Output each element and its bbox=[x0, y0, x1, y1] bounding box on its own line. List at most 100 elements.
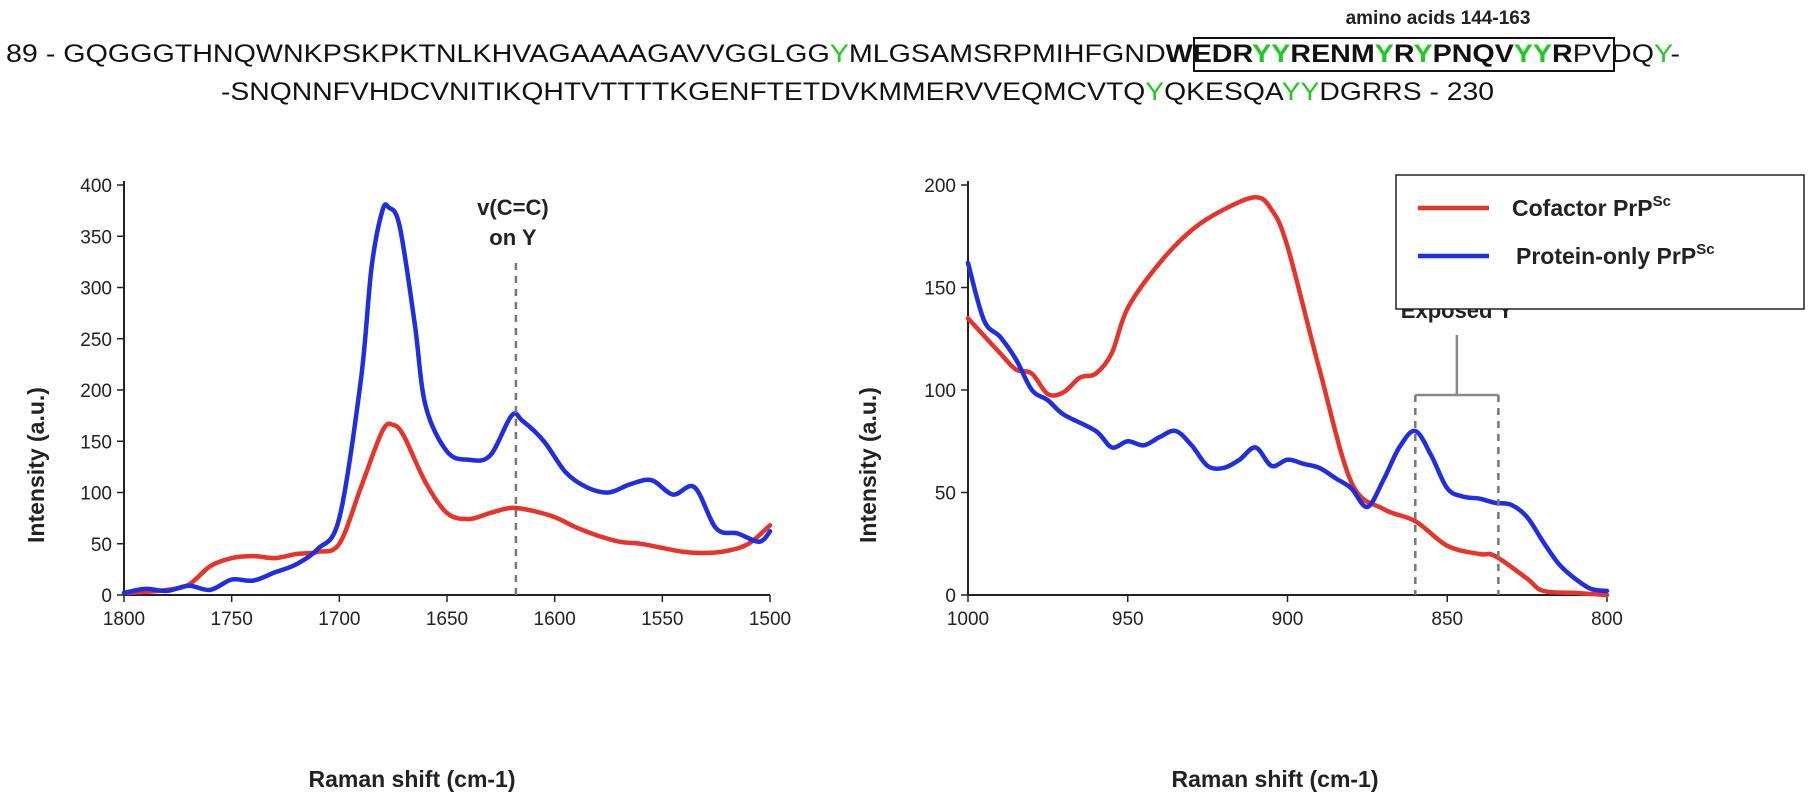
residue: V bbox=[1495, 40, 1514, 68]
sequence-line-1: 89 - G Q G G G TH N Q W N KPSKPKTN LKH VAG AAAAG AVVG G… bbox=[6, 40, 1680, 68]
residue: H bbox=[543, 78, 563, 106]
residue: M bbox=[949, 40, 973, 68]
residue: - bbox=[1670, 40, 1680, 68]
right-series-group bbox=[965, 195, 1610, 598]
residue: N bbox=[1330, 40, 1351, 68]
residue: R bbox=[1290, 40, 1311, 68]
residue: Q bbox=[1632, 40, 1654, 68]
right-y-tick-label: 0 bbox=[945, 586, 956, 607]
sequence-line-2-text: -SNQ NNFVHDCVNITIKQ HTVTTTTKG ENFTETDVKM M ER… bbox=[221, 78, 1422, 106]
residue: T bbox=[652, 78, 669, 106]
sequence-boxed-region: W ED RYYR EN M YRYPN Q VYYR bbox=[1166, 40, 1573, 68]
residue: M bbox=[1032, 40, 1056, 68]
residue: G bbox=[63, 40, 85, 68]
residue: F bbox=[749, 78, 766, 106]
left-x-tick-label: 1750 bbox=[211, 609, 253, 630]
tyrosine-residue: Y bbox=[1145, 78, 1164, 106]
charts-svg: 0 50 100 150 200 250 300 350 400 1800 1750 1700 1650… bbox=[23, 174, 1805, 792]
residue: N bbox=[292, 78, 312, 106]
sequence-svg: amino acids 144-163 89 - G Q G G G TH N Q W N KPSK… bbox=[6, 8, 1680, 106]
residue: G bbox=[108, 40, 130, 68]
residue: G bbox=[889, 40, 911, 68]
residue: V bbox=[964, 78, 983, 106]
residue: Q bbox=[234, 40, 256, 68]
left-x-tick-label: 1800 bbox=[103, 609, 145, 630]
residue: G bbox=[1340, 78, 1362, 106]
residue: D bbox=[1145, 40, 1166, 68]
residue: F bbox=[1084, 40, 1102, 68]
residue: I bbox=[495, 78, 503, 106]
residue: M bbox=[1043, 78, 1067, 106]
residue: D bbox=[1611, 40, 1632, 68]
residue: - bbox=[221, 78, 230, 106]
residue: M bbox=[849, 40, 873, 68]
tyrosine-residue: Y bbox=[1414, 40, 1433, 68]
residue: A bbox=[590, 40, 609, 68]
residue: R bbox=[1233, 40, 1254, 68]
left-series-protein-only-line bbox=[121, 202, 773, 596]
residue: V bbox=[430, 78, 449, 106]
residue: V bbox=[841, 78, 860, 106]
residue: K bbox=[669, 78, 688, 106]
right-x-axis-title: Raman shift (cm-1) bbox=[1171, 766, 1378, 792]
residue: V bbox=[1087, 78, 1106, 106]
sequence-line-2: -SNQ NNFVHDCVNITIKQ HTVTTTTKG ENFTETDVKM M ER… bbox=[221, 78, 1494, 106]
residue: G bbox=[807, 40, 829, 68]
residue: K bbox=[860, 78, 879, 106]
residue: R bbox=[992, 40, 1013, 68]
residue: L bbox=[769, 40, 785, 68]
residue: R bbox=[1394, 40, 1415, 68]
legend-label-protein-only: Protein-only PrPSc bbox=[1516, 241, 1715, 269]
left-y-tick-label: 200 bbox=[80, 381, 112, 402]
residue: G bbox=[152, 40, 174, 68]
tyrosine-residue: Y bbox=[1282, 78, 1301, 106]
residue: R bbox=[1382, 78, 1402, 106]
box-label: amino acids 144-163 bbox=[1346, 8, 1531, 29]
residue: K bbox=[361, 40, 380, 68]
left-y-tick-label: 250 bbox=[80, 330, 112, 351]
residue: M bbox=[878, 78, 902, 106]
residue: W bbox=[1166, 40, 1193, 68]
residue: V bbox=[706, 40, 725, 68]
residue: V bbox=[350, 78, 369, 106]
residue: Q bbox=[521, 78, 543, 106]
left-y-tick-label: 350 bbox=[80, 227, 112, 248]
residue: N bbox=[312, 78, 332, 106]
left-marker-label-2: on Y bbox=[489, 225, 537, 250]
right-series-cofactor-line bbox=[965, 195, 1610, 598]
residue: F bbox=[333, 78, 350, 106]
residue: W bbox=[256, 40, 283, 68]
residue: H bbox=[369, 78, 389, 106]
residue: H bbox=[1064, 40, 1085, 68]
residue: D bbox=[1212, 40, 1233, 68]
chart-left: 0 50 100 150 200 250 300 350 400 1800 1750 1700 1650… bbox=[23, 176, 791, 792]
residue: G bbox=[747, 40, 769, 68]
right-axes: 0 50 100 150 200 1000 950 900 850 800 bbox=[924, 176, 1623, 630]
residue: P bbox=[1433, 40, 1452, 68]
legend: Cofactor PrPSc Protein-only PrPSc bbox=[1395, 174, 1805, 310]
residue: T bbox=[564, 78, 581, 106]
sequence-prefix: 89 - bbox=[6, 40, 63, 68]
right-y-tick-label: 100 bbox=[924, 381, 956, 402]
residue: A bbox=[609, 40, 628, 68]
residue: R bbox=[1552, 40, 1573, 68]
residue: S bbox=[1224, 78, 1243, 106]
residue: L bbox=[873, 40, 889, 68]
residue: Q bbox=[1123, 78, 1145, 106]
residue: R bbox=[1362, 78, 1382, 106]
left-y-tick-label: 50 bbox=[91, 535, 112, 556]
legend-box bbox=[1395, 174, 1805, 310]
tyrosine-residue: Y bbox=[1301, 78, 1320, 106]
left-series-cofactor-line bbox=[121, 421, 773, 596]
left-y-tick-label: 0 bbox=[101, 586, 112, 607]
residue: A bbox=[529, 40, 548, 68]
residue: I bbox=[1056, 40, 1064, 68]
residue: M bbox=[1351, 40, 1375, 68]
residue: V bbox=[686, 40, 705, 68]
residue: A bbox=[930, 40, 949, 68]
left-x-tick-label: 1650 bbox=[426, 609, 468, 630]
residue: G bbox=[725, 40, 747, 68]
tyrosine-residue: Y bbox=[1533, 40, 1552, 68]
residue: S bbox=[1403, 78, 1422, 106]
residue: Q bbox=[1021, 78, 1043, 106]
